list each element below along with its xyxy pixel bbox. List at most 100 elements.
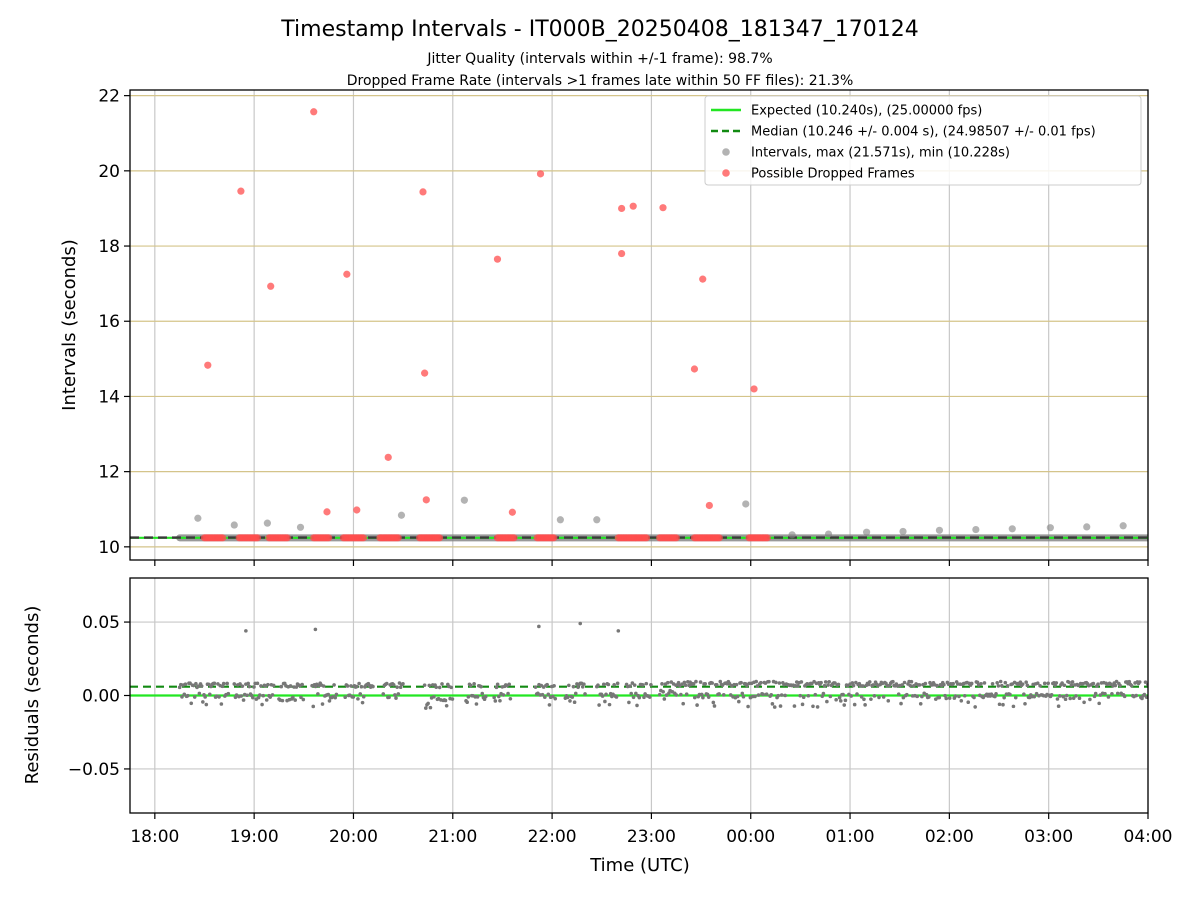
residual-point	[177, 685, 182, 690]
residual-point	[957, 694, 961, 699]
residual-point	[1013, 695, 1018, 700]
residual-point	[1060, 681, 1064, 685]
residual-point	[1002, 695, 1006, 700]
residual-point	[443, 698, 448, 703]
interval-point	[1119, 522, 1127, 530]
residual-point	[204, 702, 209, 707]
residual-point	[1063, 697, 1068, 702]
residual-point	[711, 700, 716, 705]
residual-point	[703, 681, 708, 686]
residual-point	[901, 695, 906, 700]
residual-point	[1023, 701, 1027, 706]
dropped-frame-point	[550, 534, 558, 542]
residual-point	[740, 691, 745, 696]
residual-point	[849, 694, 854, 698]
residual-point	[843, 698, 848, 703]
y-axis-label-residuals: Residuals (seconds)	[22, 606, 43, 785]
residual-point	[823, 680, 828, 684]
residual-point	[859, 695, 864, 699]
residual-point	[1122, 694, 1127, 699]
residual-point	[1118, 683, 1122, 688]
residual-point	[1067, 680, 1071, 685]
residual-point	[1046, 681, 1050, 686]
residual-point	[867, 680, 872, 684]
residual-point	[681, 701, 685, 706]
dropped-frame-point	[618, 204, 626, 213]
dropped-frame-point	[629, 202, 637, 210]
residual-point	[300, 682, 304, 687]
residual-point	[706, 695, 711, 699]
dropped-frame-point	[715, 534, 723, 542]
residual-point	[1068, 696, 1073, 701]
residual-point	[440, 682, 444, 686]
residual-point	[800, 702, 805, 707]
interval-point	[593, 516, 601, 524]
residual-point	[1038, 683, 1042, 688]
residual-point	[942, 682, 946, 687]
residual-point	[479, 684, 483, 689]
residual-point	[1024, 680, 1028, 684]
interval-point	[742, 500, 750, 508]
residual-point	[270, 693, 275, 697]
residual-point	[997, 702, 1002, 707]
residual-point	[860, 684, 865, 688]
residuals-panel: 18:00 19:00 20:00 21:00 22:00 23:00 00:00 01:00…	[68, 577, 1173, 847]
residual-point	[351, 695, 356, 699]
residual-point	[842, 703, 847, 707]
interval-point	[263, 519, 271, 527]
residual-point	[232, 682, 237, 686]
residual-point	[1077, 696, 1082, 701]
residual-point	[714, 682, 719, 687]
y-tick-label: 18	[98, 237, 120, 257]
x-tick-label: 19:00	[230, 827, 279, 847]
dropped-frame-point	[237, 187, 245, 195]
y-axis-label-intervals: Intervals (seconds)	[59, 239, 80, 411]
residual-point	[537, 624, 541, 629]
residual-point	[255, 681, 260, 686]
residual-point	[299, 695, 303, 700]
residual-point	[612, 682, 616, 687]
residual-point	[264, 698, 269, 702]
residual-point	[819, 680, 823, 685]
residual-point	[674, 693, 679, 697]
y-tick-label: 10	[98, 538, 120, 558]
residual-point	[666, 680, 670, 685]
residual-point	[799, 680, 804, 684]
residual-point	[552, 684, 556, 688]
residual-point	[472, 681, 476, 686]
residual-point	[998, 679, 1003, 684]
residual-point	[607, 702, 612, 707]
residual-point	[851, 683, 856, 688]
dropped-frame-point	[705, 501, 713, 510]
residual-point	[855, 692, 859, 696]
residual-point	[937, 695, 942, 700]
residual-point	[606, 682, 611, 687]
residual-point	[192, 695, 197, 699]
residual-point	[863, 703, 867, 707]
residual-point	[572, 700, 577, 705]
residual-point	[1113, 683, 1118, 688]
residual-point	[434, 685, 439, 690]
residual-point	[501, 693, 506, 697]
dropped-frame-point	[618, 249, 626, 258]
residual-point	[203, 695, 207, 699]
residual-point	[1088, 697, 1092, 702]
residual-point	[257, 693, 262, 697]
chart-subtitle-dropped: Dropped Frame Rate (intervals >1 frames …	[347, 73, 854, 89]
residual-point	[540, 692, 545, 697]
residual-point	[841, 692, 845, 697]
residual-point	[664, 693, 669, 697]
residual-point	[1056, 704, 1061, 709]
residual-point	[698, 680, 703, 684]
residual-point	[1106, 695, 1111, 699]
residual-point	[361, 694, 366, 699]
residual-point	[869, 697, 873, 701]
residual-point	[280, 698, 285, 703]
residual-point	[920, 694, 924, 699]
residual-point	[507, 682, 512, 687]
dropped-frame-point	[421, 369, 429, 377]
residual-point	[483, 694, 488, 699]
residual-point	[437, 685, 442, 690]
residual-point	[852, 702, 857, 707]
residual-point	[778, 704, 783, 708]
